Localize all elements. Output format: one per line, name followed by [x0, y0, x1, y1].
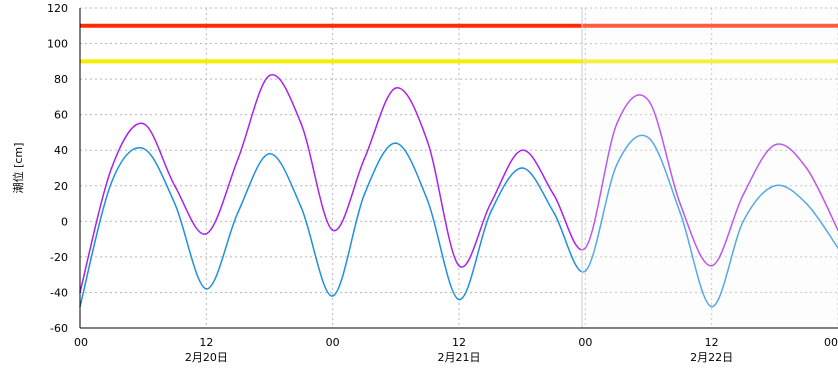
data-point	[300, 206, 302, 208]
data-point	[173, 184, 176, 187]
data-point	[774, 144, 776, 146]
date-label: 2月21日	[438, 351, 481, 364]
data-point	[742, 220, 745, 223]
data-point	[426, 140, 429, 143]
y-tick-label: -20	[50, 251, 68, 264]
data-point	[489, 202, 492, 205]
data-point	[268, 152, 271, 155]
x-tick-label: 00	[74, 336, 88, 349]
data-point	[521, 167, 523, 169]
date-label: 2月20日	[185, 351, 228, 364]
y-tick-label: 20	[54, 180, 68, 193]
data-point	[363, 193, 366, 196]
data-point	[110, 167, 113, 169]
data-point	[395, 142, 397, 144]
data-point	[584, 270, 587, 272]
x-tick-label: 00	[578, 336, 592, 349]
image-panel-right	[582, 8, 838, 328]
x-tick-label: 00	[824, 336, 838, 349]
data-point	[268, 74, 271, 77]
data-point	[331, 229, 334, 232]
date-label: 2月22日	[690, 351, 733, 364]
y-tick-label: 40	[54, 144, 68, 157]
data-point	[521, 149, 523, 152]
threshold-lines	[80, 23, 838, 64]
x-tick-label: 12	[199, 336, 213, 349]
data-point	[679, 202, 681, 205]
data-point	[331, 295, 334, 297]
data-point	[110, 181, 113, 184]
data-point	[458, 264, 460, 267]
data-point	[552, 193, 555, 196]
series-lines	[79, 74, 838, 308]
axes	[79, 8, 838, 329]
x-tick-label: 00	[326, 336, 340, 349]
y-tick-label: -60	[50, 322, 68, 335]
data-point	[616, 122, 618, 125]
data-point	[458, 298, 460, 301]
data-point	[205, 232, 208, 235]
data-point	[142, 147, 144, 150]
data-point	[237, 211, 239, 214]
data-point	[805, 202, 808, 205]
y-tick-label: -40	[50, 286, 68, 299]
data-point	[742, 193, 745, 196]
y-tick-label: 120	[47, 2, 68, 15]
y-axis-title: 潮位 [cm]	[11, 143, 25, 194]
data-point	[552, 211, 555, 214]
data-point	[679, 211, 681, 214]
data-point	[647, 136, 650, 139]
x-tick-labels: 00 12 00 12 00 12 00	[74, 336, 838, 349]
data-point	[205, 288, 208, 290]
x-tick-label: 12	[452, 336, 466, 349]
x-tick-label: 12	[705, 336, 719, 349]
data-point	[616, 163, 618, 166]
data-point	[489, 211, 492, 214]
data-point	[173, 202, 176, 205]
y-tick-labels: 120 100 80 60 40 20 0 -20 -40 -60	[47, 2, 68, 335]
data-point	[142, 122, 144, 125]
data-point	[805, 167, 808, 169]
y-tick-label: 80	[54, 73, 68, 86]
data-point	[774, 184, 776, 187]
y-tick-label: 100	[47, 38, 68, 51]
data-point	[584, 247, 587, 249]
data-point	[363, 158, 366, 160]
date-labels: 2月20日 2月21日 2月22日	[185, 351, 733, 364]
data-point	[300, 122, 302, 125]
data-point	[647, 99, 650, 102]
y-tick-label: 0	[61, 215, 68, 228]
data-point	[237, 158, 239, 160]
data-point	[710, 264, 713, 267]
y-tick-label: 60	[54, 109, 68, 122]
data-point	[710, 305, 713, 308]
data-point	[395, 87, 397, 89]
data-point	[426, 199, 429, 201]
